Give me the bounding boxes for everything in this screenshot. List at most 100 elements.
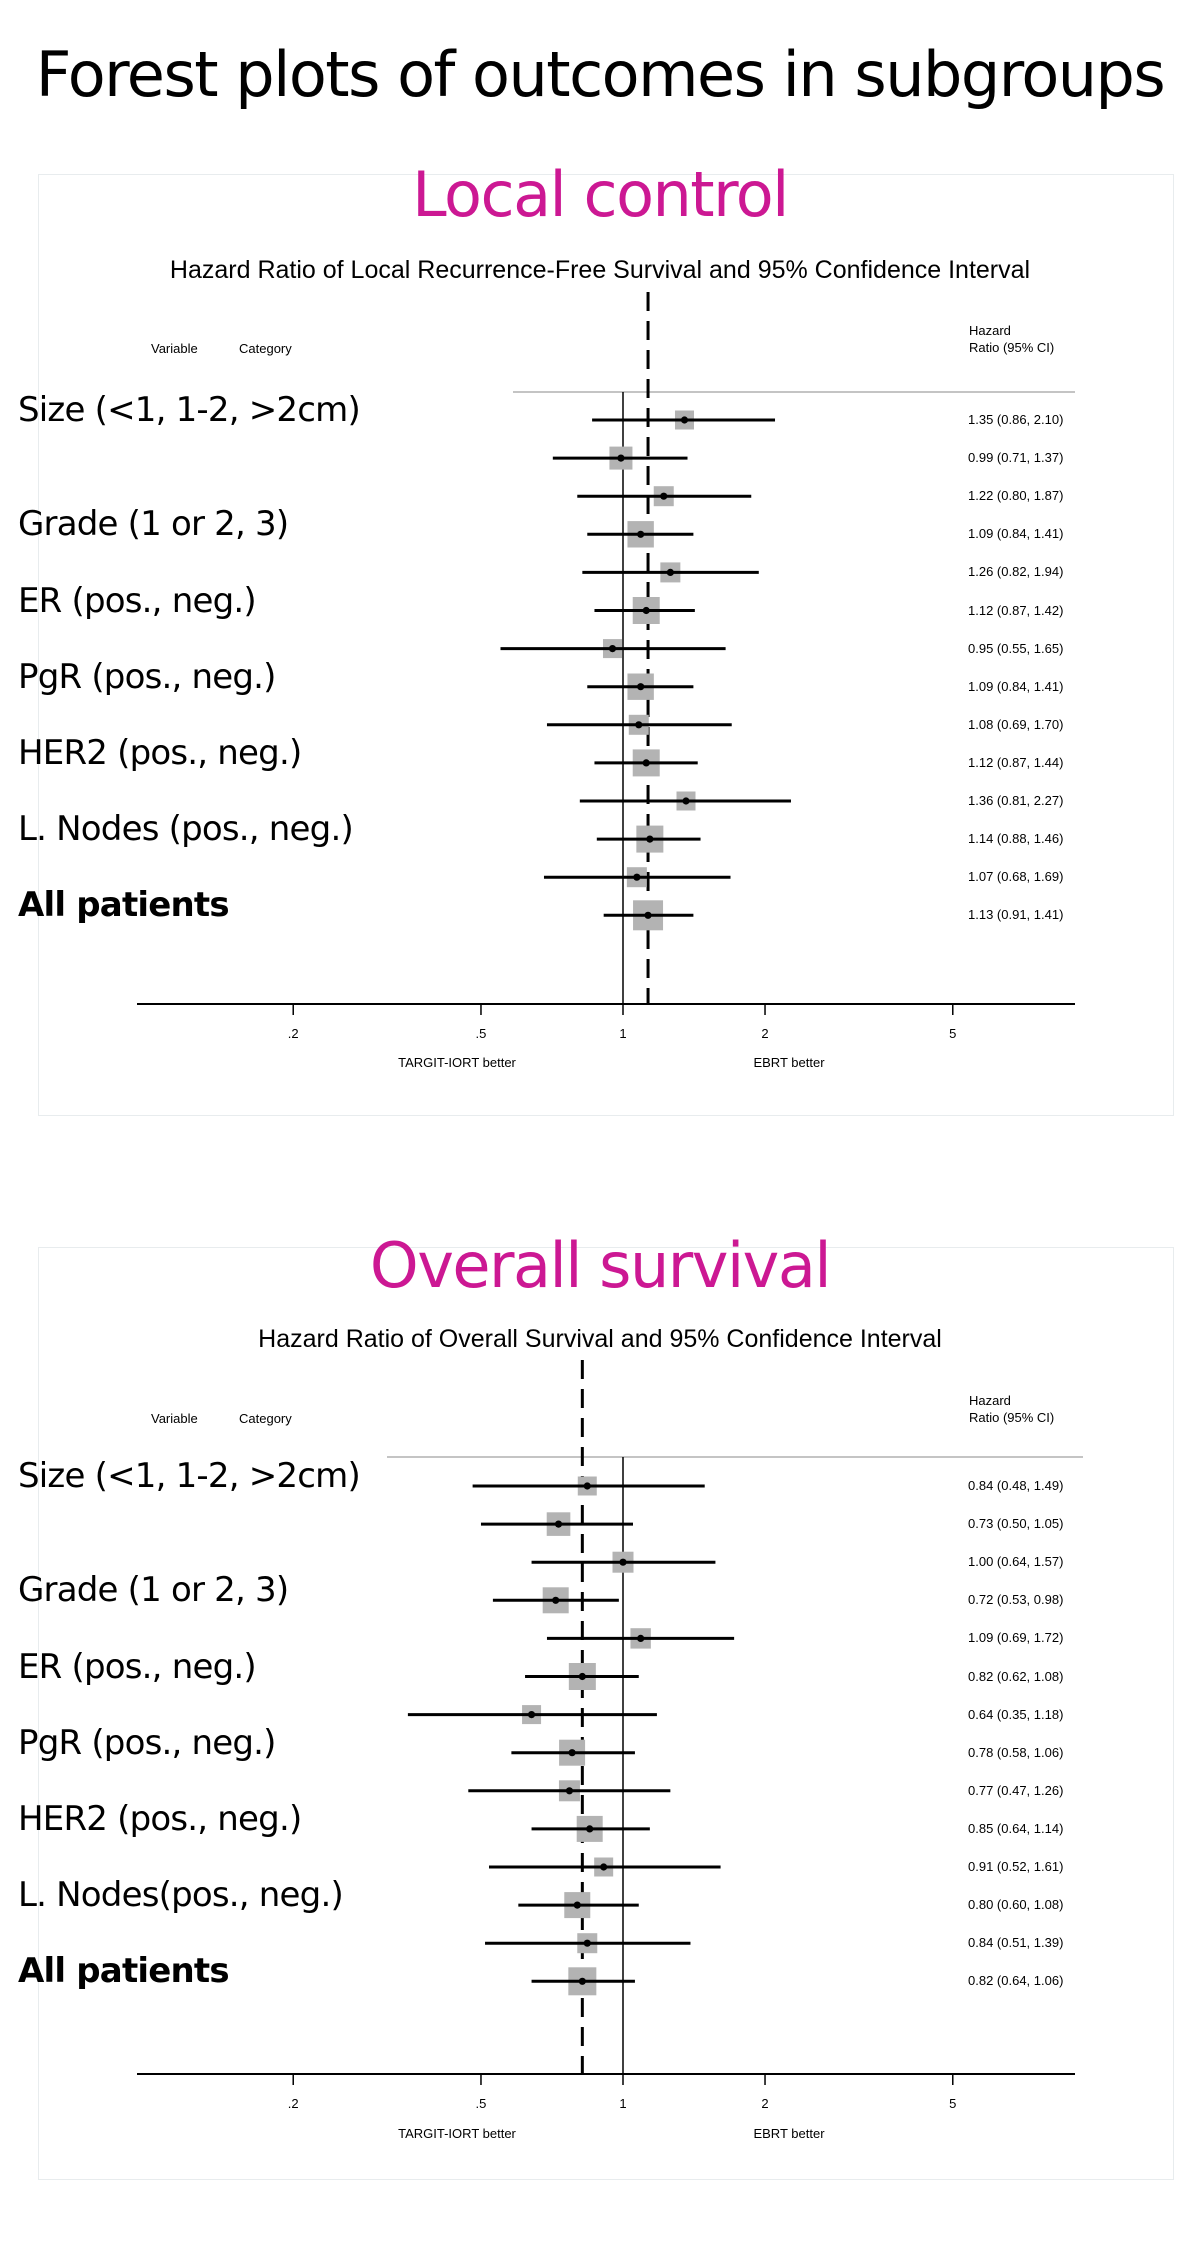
subgroup-label: Grade (1 or 2, 3) — [18, 504, 289, 545]
section-title-local-control: Local control — [412, 158, 789, 231]
hr-ci-value: 1.13 (0.91, 1.41) — [968, 907, 1064, 923]
subgroup-label: PgR (pos., neg.) — [18, 656, 276, 697]
hr-ci-value: 0.91 (0.52, 1.61) — [968, 1859, 1064, 1874]
x-tick-label: 1 — [619, 2096, 627, 2111]
subgroup-label: HER2 (pos., neg.) — [18, 732, 302, 773]
hr-ci-value: 0.82 (0.62, 1.08) — [968, 1668, 1064, 1684]
forest-row — [552, 446, 688, 470]
hr-ci-value: 0.77 (0.47, 1.26) — [968, 1782, 1064, 1798]
subgroup-label: All patients — [18, 885, 230, 926]
subgroup-label: L. Nodes(pos., neg.) — [18, 1875, 344, 1916]
subgroup-label: Size (<1, 1-2, >2cm) — [18, 1456, 361, 1496]
x-tick-label: .5 — [475, 2096, 487, 2111]
hr-ci-value: 0.80 (0.60, 1.08) — [968, 1897, 1064, 1913]
x-tick-label: .2 — [287, 1026, 299, 1041]
subgroup-label: Grade (1 or 2, 3) — [18, 1570, 289, 1611]
point-estimate-dot — [646, 835, 654, 843]
point-estimate-dot — [682, 797, 690, 805]
x-label-left: TARGIT-IORT better — [398, 1055, 516, 1070]
hr-ci-value: 0.73 (0.50, 1.05) — [968, 1516, 1064, 1532]
header-category: Category — [239, 341, 292, 356]
point-estimate-dot — [637, 683, 645, 691]
forest-row — [596, 825, 701, 853]
point-estimate-dot — [578, 1672, 586, 1681]
point-estimate-dot — [552, 1596, 560, 1604]
hr-ci-value: 0.95 (0.55, 1.65) — [968, 640, 1064, 656]
forest-row — [518, 1892, 639, 1919]
x-label-right: EBRT better — [753, 1055, 825, 1070]
point-estimate-dot — [660, 492, 668, 500]
forest-plot-svg — [137, 292, 1075, 1015]
plot-frame — [38, 1247, 1174, 2180]
forest-row — [594, 597, 695, 624]
forest-row — [587, 673, 694, 700]
point-estimate-dot — [666, 568, 674, 577]
hr-ci-value: 0.84 (0.51, 1.39) — [968, 1935, 1064, 1951]
forest-row — [579, 791, 791, 811]
header-category: Category — [239, 1411, 292, 1426]
forest-row — [500, 639, 726, 659]
hr-ci-value: 1.14 (0.88, 1.46) — [968, 831, 1064, 847]
hr-ci-value: 0.84 (0.48, 1.49) — [968, 1478, 1064, 1493]
hr-ci-value: 1.09 (0.69, 1.72) — [968, 1630, 1064, 1646]
point-estimate-dot — [619, 1558, 627, 1566]
page-title: Forest plots of outcomes in subgroups — [35, 38, 1166, 111]
point-estimate-dot — [642, 759, 650, 767]
point-estimate-dot — [600, 1863, 608, 1871]
header-hazard-ratio: Hazard Ratio (95% CI) — [969, 322, 1054, 356]
section-title-overall-survival: Overall survival — [369, 1229, 832, 1302]
hr-ci-value: 1.36 (0.81, 2.27) — [968, 793, 1064, 808]
point-estimate-dot — [680, 416, 689, 424]
point-estimate-dot — [608, 645, 617, 653]
hr-ci-value: 0.64 (0.35, 1.18) — [968, 1706, 1064, 1722]
hr-ci-value: 1.07 (0.68, 1.69) — [968, 869, 1064, 885]
subgroup-label: Size (<1, 1-2, >2cm) — [18, 390, 361, 430]
hr-ci-value: 1.00 (0.64, 1.57) — [968, 1554, 1064, 1570]
forest-row — [546, 1628, 735, 1649]
forest-row — [472, 1476, 705, 1496]
forest-row — [492, 1587, 619, 1614]
point-estimate-dot — [635, 721, 643, 729]
x-tick-label: 1 — [619, 1026, 627, 1041]
forest-row — [511, 1739, 635, 1766]
hr-ci-value: 0.78 (0.58, 1.06) — [968, 1744, 1064, 1760]
x-tick-label: 5 — [949, 1026, 957, 1041]
forest-row — [543, 867, 731, 888]
forest-row — [489, 1857, 721, 1877]
x-label-left: TARGIT-IORT better — [398, 2126, 516, 2141]
hr-ci-value: 0.82 (0.64, 1.06) — [968, 1973, 1064, 1989]
point-estimate-dot — [568, 1749, 576, 1757]
header-hr-line2: Ratio (95% CI) — [969, 1410, 1055, 1425]
forest-row — [592, 410, 776, 430]
header-hr-line1: Hazard — [969, 323, 1011, 338]
x-tick-label: 2 — [761, 2096, 769, 2111]
subgroup-label: HER2 (pos., neg.) — [18, 1798, 302, 1839]
subgroup-label: ER (pos., neg.) — [18, 580, 257, 621]
forest-row — [480, 1512, 633, 1536]
header-hr-line2: Ratio (95% CI) — [969, 340, 1055, 355]
forest-row — [594, 749, 698, 777]
plot-title: Hazard Ratio of Local Recurrence-Free Su… — [169, 256, 1031, 284]
hr-ci-value: 1.22 (0.80, 1.87) — [968, 488, 1064, 504]
subgroup-label: L. Nodes (pos., neg.) — [18, 809, 354, 850]
point-estimate-dot — [583, 1482, 591, 1490]
x-tick-label: .2 — [287, 2096, 299, 2111]
header-variable: Variable — [151, 1411, 198, 1426]
hr-ci-value: 1.08 (0.69, 1.70) — [968, 716, 1064, 732]
header-variable: Variable — [151, 341, 198, 356]
point-estimate-dot — [617, 454, 625, 462]
forest-row — [485, 1933, 691, 1954]
header-hr-line1: Hazard — [969, 1393, 1011, 1408]
x-tick-label: 2 — [761, 1026, 769, 1041]
plot-title: Hazard Ratio of Overall Survival and 95%… — [258, 1325, 942, 1353]
x-tick-label: 5 — [949, 2096, 957, 2111]
forest-row — [582, 562, 759, 583]
point-estimate-dot — [637, 530, 645, 538]
forest-row — [587, 521, 694, 548]
forest-row — [525, 1663, 639, 1690]
point-estimate-dot — [583, 1939, 591, 1947]
point-estimate-dot — [578, 1977, 586, 1985]
hr-ci-value: 0.99 (0.71, 1.37) — [968, 450, 1064, 466]
hr-ci-value: 1.26 (0.82, 1.94) — [968, 564, 1064, 580]
